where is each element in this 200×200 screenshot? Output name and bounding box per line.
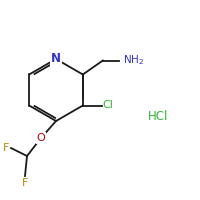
- Text: O: O: [37, 133, 45, 143]
- Text: HCl: HCl: [148, 110, 168, 122]
- Text: NH$_2$: NH$_2$: [123, 54, 144, 67]
- Text: Cl: Cl: [103, 100, 114, 110]
- Text: N: N: [51, 52, 61, 66]
- Text: F: F: [22, 178, 28, 188]
- Text: F: F: [3, 143, 9, 153]
